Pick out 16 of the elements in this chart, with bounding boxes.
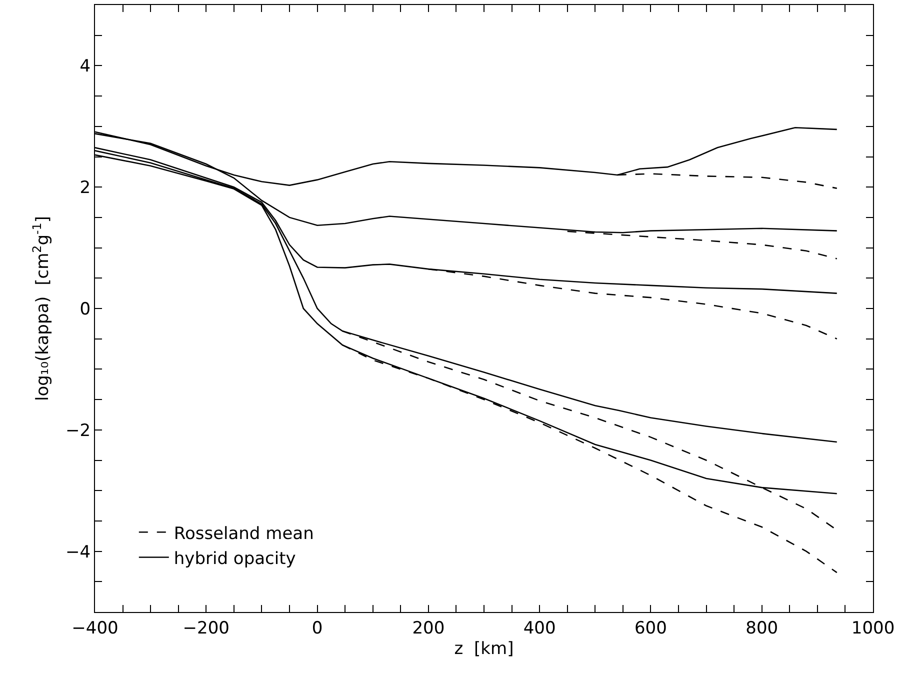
x-axis-title: z [km] — [454, 638, 514, 659]
x-tick-label: −200 — [182, 618, 230, 638]
x-tick-label: 800 — [746, 618, 778, 638]
x-tick-label: 400 — [523, 618, 556, 638]
y-tick-label: −2 — [66, 420, 91, 441]
x-tick-label: 200 — [412, 618, 445, 638]
x-tick-label: −400 — [72, 618, 118, 638]
x-tick-label: 1000 — [851, 618, 895, 638]
y-tick-label: 0 — [80, 299, 91, 320]
y-tick-label: 2 — [80, 178, 91, 198]
y-tick-label: −4 — [66, 542, 91, 562]
legend-label: hybrid opacity — [174, 548, 296, 569]
x-tick-label: 0 — [312, 618, 323, 638]
legend-label: Rosseland mean — [174, 524, 314, 544]
x-tick-label: 600 — [634, 618, 667, 638]
y-tick-label: 4 — [80, 56, 91, 77]
